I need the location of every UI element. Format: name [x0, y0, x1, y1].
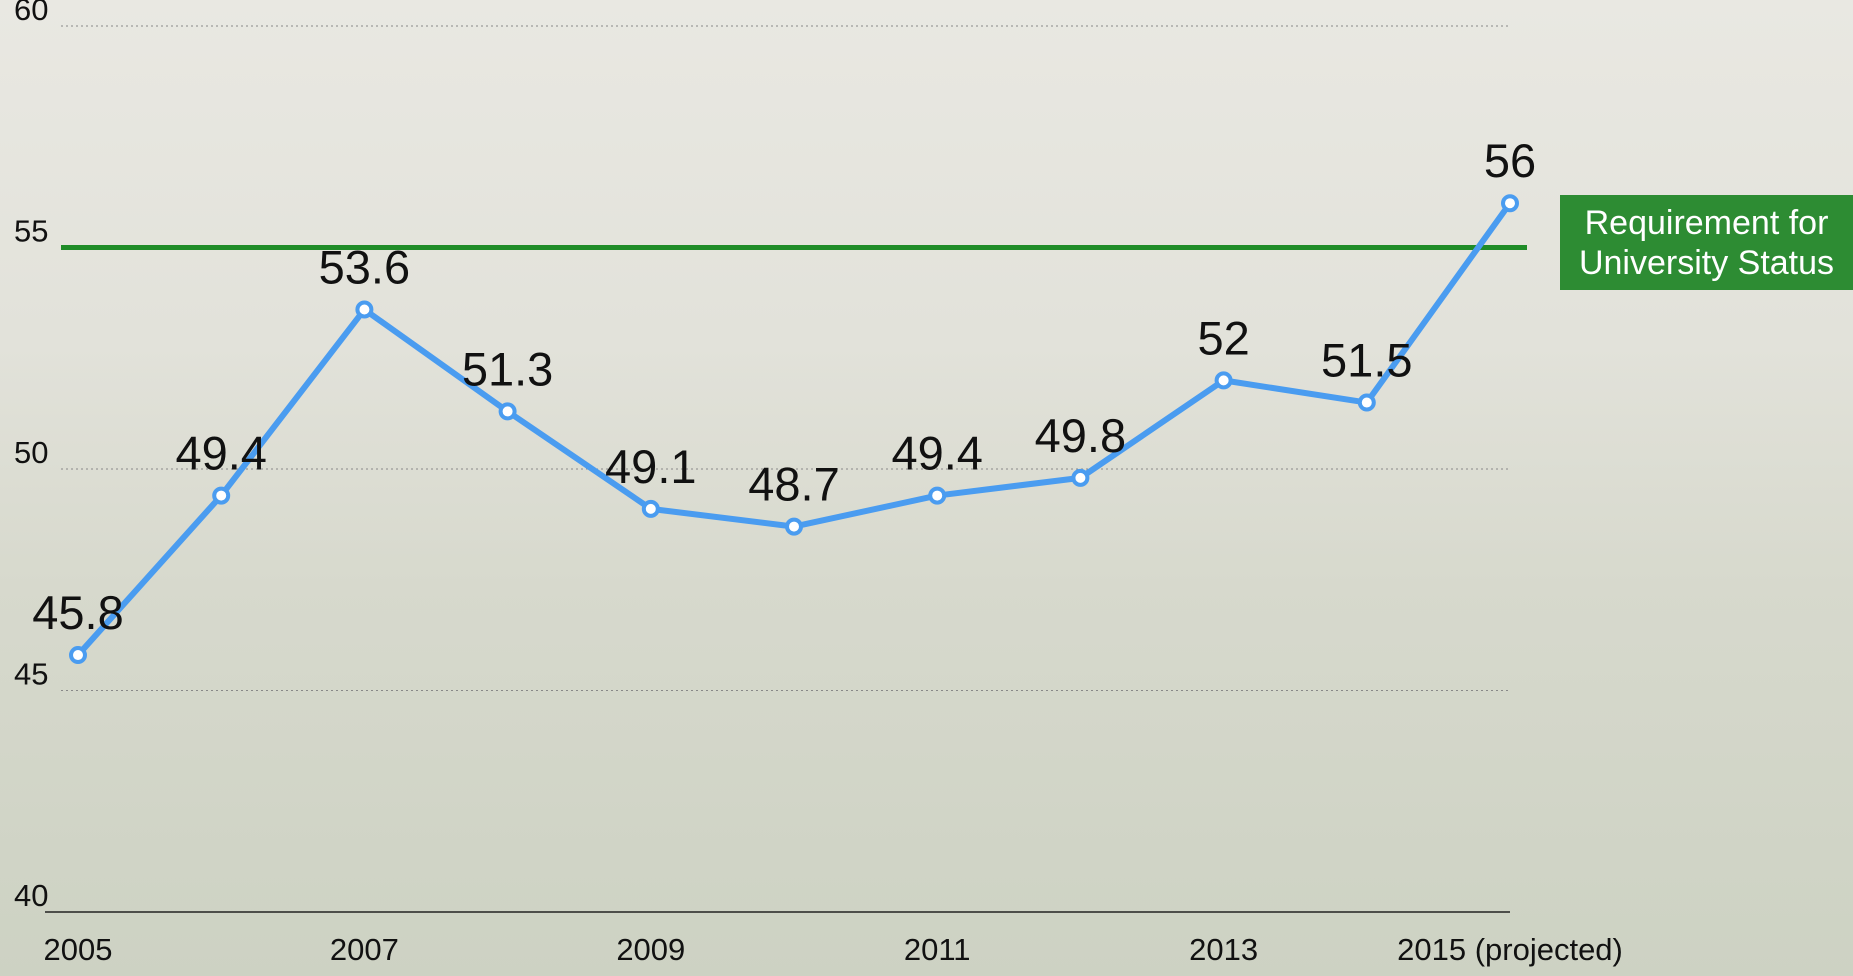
data-label: 48.7 — [748, 458, 839, 511]
y-tick-label: 40 — [14, 878, 48, 913]
data-label: 49.1 — [605, 440, 696, 493]
data-point — [498, 402, 517, 421]
y-tick-label: 50 — [14, 435, 48, 470]
data-point — [928, 486, 947, 505]
data-point — [1501, 194, 1519, 213]
x-tick-label: 2013 — [1189, 932, 1258, 967]
data-label: 52 — [1197, 311, 1249, 364]
x-tick-label: 2005 — [44, 932, 113, 967]
reference-label: Requirement for University Status — [1560, 195, 1853, 290]
data-label: 45.8 — [32, 586, 123, 639]
data-label: 56 — [1484, 134, 1536, 187]
y-tick-label: 45 — [14, 657, 48, 692]
data-point — [1357, 393, 1376, 412]
data-label: 51.5 — [1321, 334, 1412, 387]
x-tick-label: 2007 — [330, 932, 399, 967]
data-point — [355, 300, 374, 319]
data-point — [785, 517, 803, 536]
data-point — [69, 646, 87, 665]
data-label: 53.6 — [319, 241, 410, 294]
x-tick-label: 2011 — [904, 932, 971, 967]
data-label: 51.3 — [462, 342, 553, 395]
y-tick-label: 55 — [14, 214, 48, 249]
data-point — [212, 486, 231, 505]
data-point — [1071, 468, 1090, 487]
y-tick-label: 60 — [14, 0, 48, 27]
data-point — [1214, 371, 1233, 390]
data-point — [641, 499, 660, 518]
x-tick-label: 2015 (projected) — [1397, 932, 1623, 967]
x-tick-label: 2009 — [616, 932, 685, 967]
data-line — [75, 201, 1513, 658]
data-label: 49.4 — [175, 427, 266, 480]
data-label: 49.4 — [891, 427, 982, 480]
data-label: 49.8 — [1035, 409, 1126, 462]
